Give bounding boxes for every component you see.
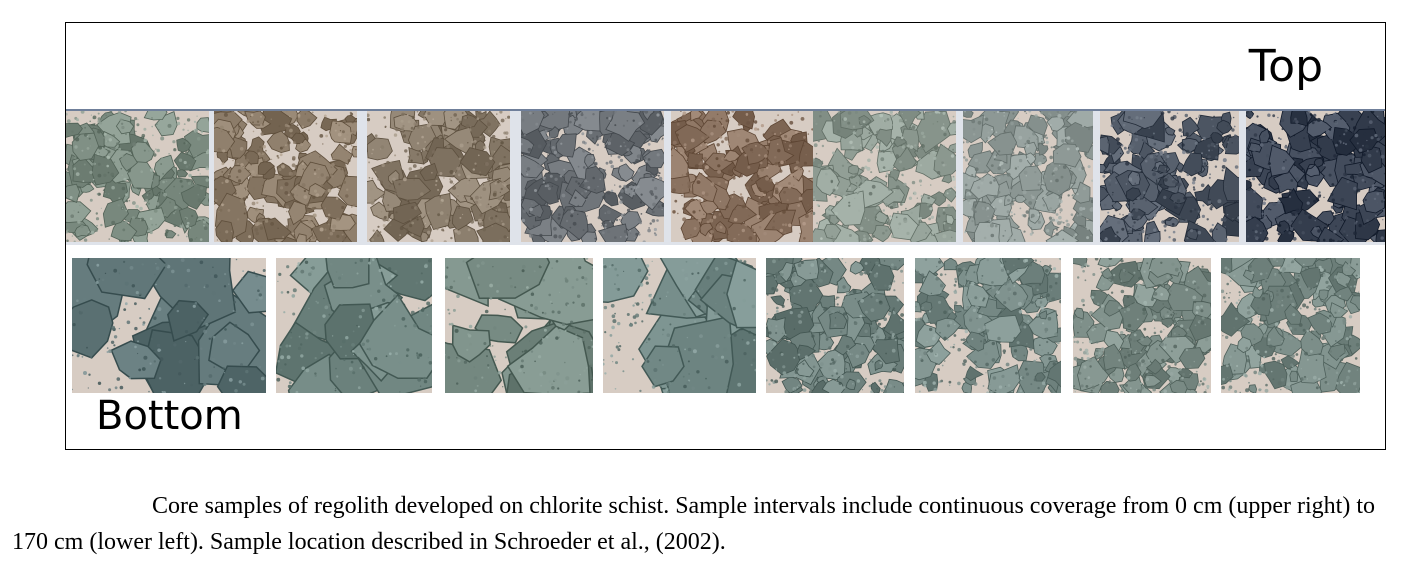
sample-photo-top-1 <box>66 111 209 242</box>
sample-photo-bottom-2 <box>276 258 432 393</box>
top-label: Top <box>1248 41 1323 92</box>
sample-photo-bottom-6 <box>915 258 1061 393</box>
sample-photo-top-2 <box>214 111 357 242</box>
figure-caption: Core samples of regolith developed on ch… <box>12 493 1376 555</box>
sample-photo-top-3 <box>367 111 510 242</box>
sample-photo-top-7 <box>963 111 1093 242</box>
sample-photo-top-8 <box>1100 111 1239 242</box>
sample-photo-top-5 <box>671 111 814 242</box>
sample-photo-bottom-1 <box>72 258 266 393</box>
sample-photo-bottom-8 <box>1221 258 1360 393</box>
sample-photo-top-9 <box>1246 111 1385 242</box>
figure-frame: Top Bottom <box>65 22 1386 450</box>
sample-photo-bottom-4 <box>603 258 756 393</box>
sample-photo-bottom-7 <box>1073 258 1211 393</box>
sample-photo-bottom-3 <box>445 258 593 393</box>
sample-photo-top-4 <box>521 111 664 242</box>
sample-photo-top-6 <box>813 111 956 242</box>
sample-photo-bottom-5 <box>766 258 904 393</box>
bottom-label: Bottom <box>96 393 243 439</box>
